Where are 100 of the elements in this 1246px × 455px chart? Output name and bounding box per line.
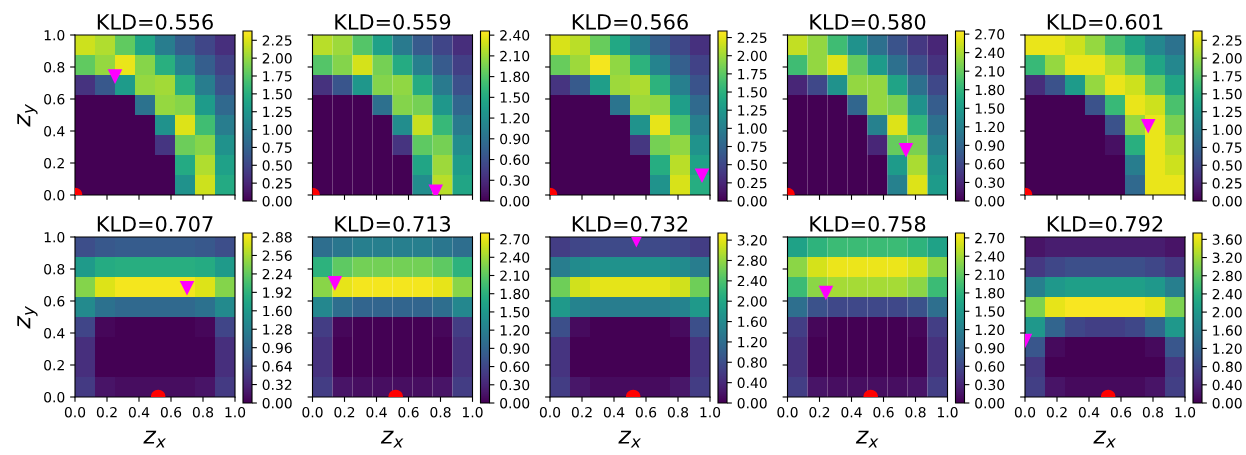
color-bar-label: 1.50 bbox=[263, 88, 292, 100]
x-tick-label: 1.0 bbox=[700, 406, 721, 418]
x-tick-label: 0.0 bbox=[777, 406, 798, 418]
color-bar-label: 2.10 bbox=[975, 269, 1005, 281]
chart-title: KLD=0.792 bbox=[1047, 215, 1163, 232]
color-bar-label: 0.60 bbox=[500, 154, 530, 166]
x-tick-label: 0.2 bbox=[571, 406, 592, 418]
color-bar-label: 0.00 bbox=[500, 195, 530, 207]
x-tick-label: 1.0 bbox=[1175, 406, 1196, 418]
color-bar-label: 0.30 bbox=[975, 379, 1005, 391]
x-tick-label: 0.6 bbox=[398, 406, 419, 418]
x-tick-label: 0.8 bbox=[430, 406, 451, 418]
x-tick-label: 1.0 bbox=[937, 406, 958, 418]
color-bar-label: 3.20 bbox=[1212, 252, 1242, 264]
color-bar-label: 1.75 bbox=[263, 71, 292, 82]
color-bar-label: 2.00 bbox=[737, 296, 767, 307]
color-bar-label: 1.80 bbox=[500, 71, 530, 83]
color-bar-label: 1.92 bbox=[263, 287, 292, 298]
y-tick-label: 0.6 bbox=[44, 295, 65, 307]
x-tick-label: 0.6 bbox=[160, 406, 182, 418]
color-bar-label: 0.25 bbox=[737, 177, 767, 189]
y-tick-label: 0.4 bbox=[44, 327, 65, 339]
color-bar-label: 0.96 bbox=[262, 342, 292, 354]
x-axis-title: z$_{x}$ bbox=[143, 430, 166, 448]
color-bar-label: 0.80 bbox=[1212, 361, 1242, 373]
color-bar-label: 1.00 bbox=[1213, 124, 1242, 136]
x-tick-label: 0.0 bbox=[64, 406, 86, 418]
chart-title: KLD=0.566 bbox=[572, 13, 688, 30]
x-tick-label: 0.2 bbox=[1046, 406, 1067, 418]
color-bar-label: 2.25 bbox=[1212, 35, 1242, 46]
color-bar-label: 0.00 bbox=[975, 195, 1005, 207]
color-bar-label: 0.00 bbox=[262, 195, 292, 207]
color-bar-label: 1.20 bbox=[975, 324, 1005, 336]
color-bar-label: 1.50 bbox=[1213, 88, 1242, 100]
color-bar-label: 0.00 bbox=[737, 397, 767, 409]
color-bar-label: 1.50 bbox=[738, 86, 767, 98]
color-bar-label: 2.80 bbox=[1212, 270, 1242, 282]
color-bar-label: 1.20 bbox=[1213, 343, 1242, 354]
color-bar-label: 1.20 bbox=[975, 121, 1005, 133]
color-bar-label: 0.25 bbox=[1212, 178, 1242, 189]
color-bar-label: 1.25 bbox=[738, 105, 767, 116]
x-tick-label: 0.4 bbox=[128, 406, 150, 418]
color-bar-label: 2.80 bbox=[737, 255, 767, 266]
color-bar-label: 2.40 bbox=[500, 252, 530, 263]
chart-title: KLD=0.732 bbox=[572, 215, 688, 232]
color-bar-label: 0.75 bbox=[1212, 142, 1242, 153]
chart-title: KLD=0.707 bbox=[97, 215, 213, 232]
x-tick-label: 0.4 bbox=[603, 406, 625, 418]
x-axis-title: z$_{x}$ bbox=[380, 430, 404, 448]
color-bar-label: 1.28 bbox=[263, 324, 292, 335]
chart-title: KLD=0.601 bbox=[1047, 13, 1163, 30]
color-bar-label: 2.40 bbox=[1212, 288, 1242, 300]
color-bar-label: 0.90 bbox=[500, 133, 530, 145]
y-tick-label: 0.0 bbox=[44, 189, 65, 201]
x-tick-label: 0.0 bbox=[539, 406, 561, 418]
x-tick-label: 0.2 bbox=[96, 406, 117, 418]
x-tick-label: 0.8 bbox=[1142, 406, 1164, 418]
y-axis-title: z$_{y}$ bbox=[17, 103, 38, 127]
color-bar-label: 2.00 bbox=[1212, 307, 1242, 318]
color-bar-label: 1.75 bbox=[738, 69, 767, 80]
color-bar-label: 1.80 bbox=[975, 84, 1005, 96]
color-bar-label: 1.60 bbox=[263, 305, 292, 317]
color-bar-label: 1.60 bbox=[1213, 325, 1242, 336]
color-bar-label: 1.20 bbox=[500, 113, 530, 124]
y-axis-title: z$_{y}$ bbox=[17, 305, 38, 329]
color-bar-label: 2.25 bbox=[737, 32, 767, 44]
color-bar-label: 1.50 bbox=[500, 306, 530, 318]
y-tick-label: 1.0 bbox=[44, 29, 65, 41]
color-bar-label: 0.90 bbox=[975, 140, 1005, 151]
x-tick-label: 0.4 bbox=[841, 406, 862, 418]
color-bar-label: 2.00 bbox=[262, 53, 292, 64]
color-bar-label: 2.10 bbox=[500, 270, 530, 281]
color-bar-label: 1.80 bbox=[500, 288, 530, 300]
color-bar-label: 1.20 bbox=[738, 336, 767, 348]
x-axis-title: z$_{x}$ bbox=[618, 430, 641, 448]
color-bar-label: 2.70 bbox=[500, 234, 530, 245]
color-bar-label: 2.00 bbox=[1212, 53, 1242, 64]
color-bar-label: 1.50 bbox=[975, 103, 1005, 114]
color-bar-label: 2.56 bbox=[262, 250, 292, 261]
color-bar-label: 0.50 bbox=[1212, 160, 1242, 171]
color-bar-label: 1.60 bbox=[738, 316, 767, 328]
color-bar-label: 1.75 bbox=[1213, 71, 1242, 82]
color-bar-label: 1.25 bbox=[1213, 106, 1242, 118]
color-bar-label: 2.24 bbox=[262, 268, 292, 280]
color-bar-label: 2.70 bbox=[975, 232, 1005, 244]
color-bar-label: 1.20 bbox=[500, 325, 530, 336]
chart-title: KLD=0.580 bbox=[810, 13, 926, 30]
x-tick-label: 0.8 bbox=[192, 406, 214, 418]
x-tick-label: 0.0 bbox=[1014, 406, 1036, 418]
chart-title: KLD=0.713 bbox=[335, 215, 451, 232]
color-bar-label: 1.50 bbox=[500, 92, 530, 103]
color-bar-label: 0.90 bbox=[500, 343, 530, 354]
color-bar-label: 2.25 bbox=[262, 35, 292, 46]
color-bar-label: 2.10 bbox=[500, 50, 530, 62]
x-tick-label: 0.0 bbox=[302, 406, 323, 418]
color-bar-label: 0.30 bbox=[500, 379, 530, 391]
x-tick-label: 0.6 bbox=[873, 406, 894, 418]
color-bar-label: 1.00 bbox=[263, 124, 292, 136]
color-bar-label: 1.25 bbox=[263, 106, 292, 118]
color-bar-label: 0.00 bbox=[500, 397, 530, 409]
